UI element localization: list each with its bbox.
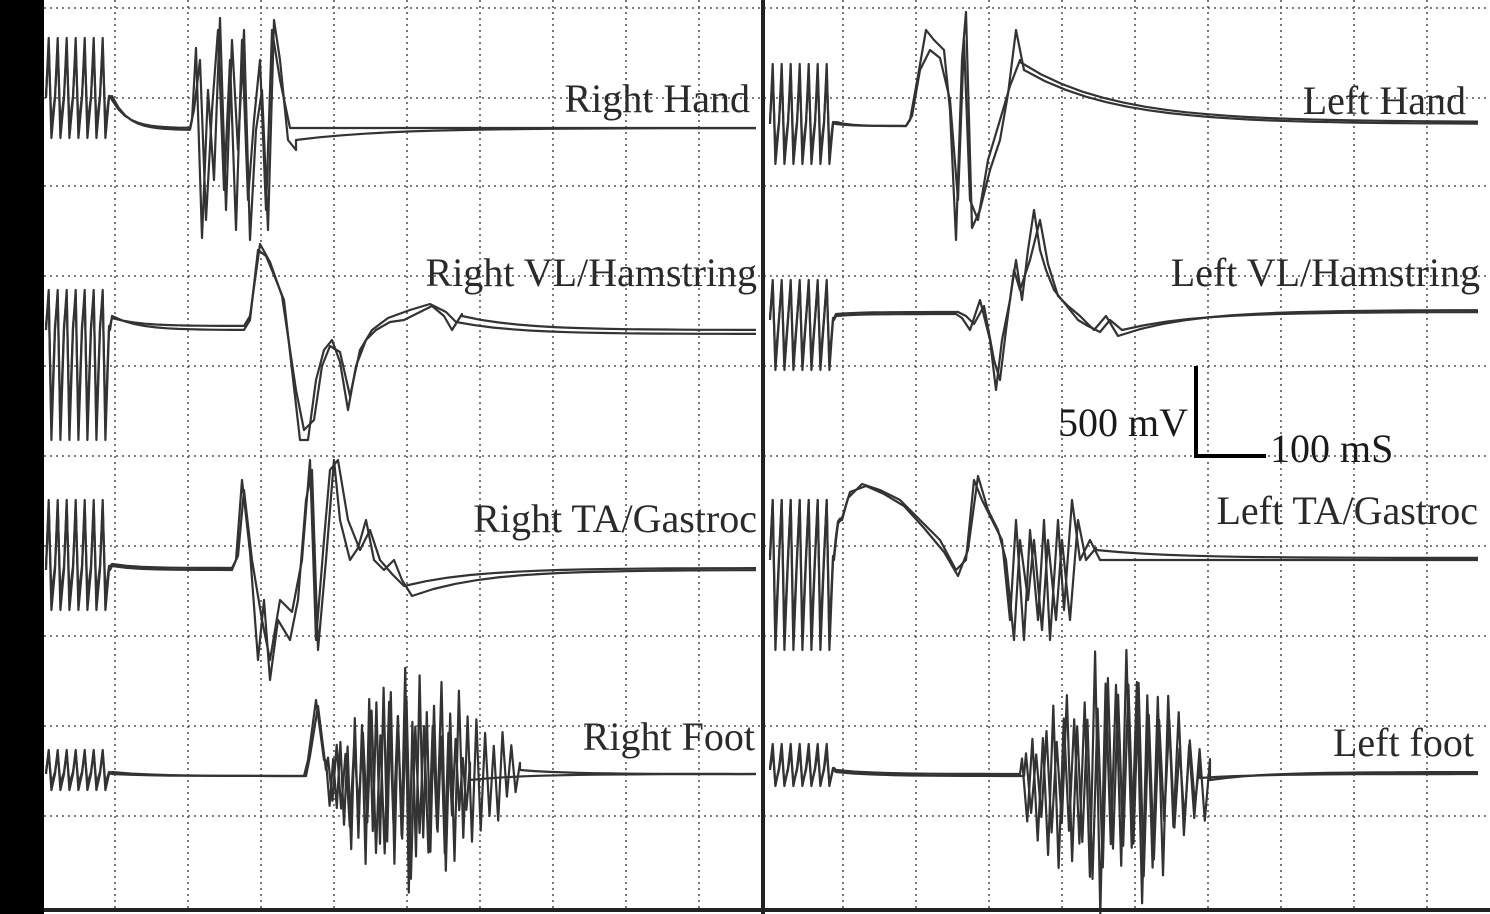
traces — [44, 10, 1479, 914]
scale-bar: 500 mV 100 mS — [1058, 366, 1393, 471]
grid — [44, 0, 1490, 908]
trace-label-right-ta-gastroc: Right TA/Gastroc — [473, 496, 757, 541]
trace-label-left-ta-gastroc: Left TA/Gastroc — [1216, 488, 1478, 533]
emg-trace — [768, 474, 1478, 642]
emg-trace — [44, 242, 756, 432]
scale-voltage-label: 500 mV — [1058, 400, 1188, 445]
emg-trace — [44, 28, 756, 232]
trace-label-right-foot: Right Foot — [583, 714, 755, 759]
emg-trace — [768, 676, 1478, 881]
scale-time-label: 100 mS — [1270, 426, 1393, 471]
emg-trace — [44, 680, 756, 880]
emg-trace — [44, 458, 757, 662]
trace-label-right-hand: Right Hand — [564, 76, 750, 121]
trace-label-right-vl-hamstring: Right VL/Hamstring — [426, 250, 757, 295]
trace-label-left-vl-hamstring: Left VL/Hamstring — [1171, 250, 1480, 295]
trace-label-left-foot: Left foot — [1333, 720, 1474, 765]
scale-bar-lines — [1194, 366, 1266, 458]
emg-trace — [768, 38, 1479, 222]
emg-trace — [768, 218, 1478, 382]
trace-label-left-hand: Left Hand — [1303, 78, 1466, 123]
